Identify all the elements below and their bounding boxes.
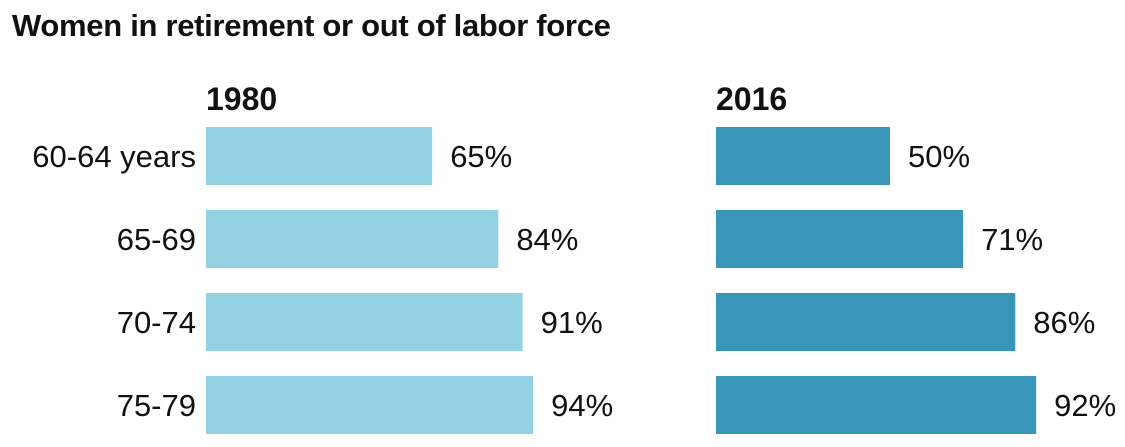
data-label: 91%: [541, 305, 603, 340]
bar-1980-1: [206, 210, 499, 268]
data-label: 92%: [1054, 388, 1116, 423]
bar-1980-2: [206, 293, 523, 351]
data-label: 84%: [516, 222, 578, 257]
category-label: 65-69: [117, 222, 196, 257]
data-label: 65%: [450, 139, 512, 174]
data-label: 50%: [908, 139, 970, 174]
category-label: 75-79: [117, 388, 196, 423]
data-label: 71%: [981, 222, 1043, 257]
category-label: 70-74: [117, 305, 196, 340]
data-label: 86%: [1033, 305, 1095, 340]
bar-2016-1: [716, 210, 964, 268]
series-header-2016: 2016: [716, 81, 787, 117]
data-label: 94%: [551, 388, 613, 423]
bar-1980-3: [206, 376, 534, 434]
category-label: 60-64 years: [32, 139, 196, 174]
bar-2016-0: [716, 127, 890, 185]
bar-2016-3: [716, 376, 1037, 434]
chart-title: Women in retirement or out of labor forc…: [12, 8, 611, 43]
bar-2016-2: [716, 293, 1016, 351]
series-header-1980: 1980: [206, 81, 277, 117]
bar-1980-0: [206, 127, 433, 185]
